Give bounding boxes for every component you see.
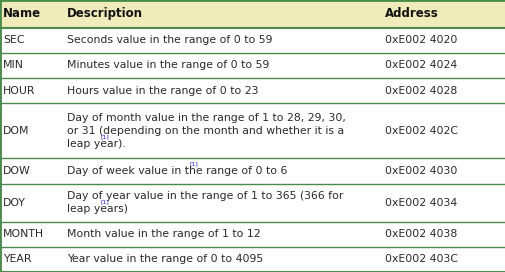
Text: 0xE002 403C: 0xE002 403C bbox=[384, 254, 457, 264]
Text: Day of year value in the range of 1 to 365 (366 for: Day of year value in the range of 1 to 3… bbox=[67, 191, 342, 201]
Text: [1]: [1] bbox=[189, 161, 197, 166]
Text: 0xE002 4034: 0xE002 4034 bbox=[384, 197, 456, 208]
Text: YEAR: YEAR bbox=[3, 254, 31, 264]
Bar bbox=[0, 247, 505, 272]
Text: 0xE002 4038: 0xE002 4038 bbox=[384, 229, 456, 239]
Text: MONTH: MONTH bbox=[3, 229, 44, 239]
Text: or 31 (depending on the month and whether it is a: or 31 (depending on the month and whethe… bbox=[67, 126, 343, 136]
Bar bbox=[0, 184, 505, 221]
Text: Hours value in the range of 0 to 23: Hours value in the range of 0 to 23 bbox=[67, 86, 258, 96]
Bar bbox=[0, 221, 505, 247]
Text: 0xE002 4020: 0xE002 4020 bbox=[384, 35, 456, 45]
Text: leap years): leap years) bbox=[67, 204, 128, 214]
Text: Day of month value in the range of 1 to 28, 29, 30,: Day of month value in the range of 1 to … bbox=[67, 113, 345, 123]
Text: MIN: MIN bbox=[3, 60, 24, 70]
Text: Name: Name bbox=[3, 7, 41, 20]
Text: leap year).: leap year). bbox=[67, 139, 125, 149]
Text: SEC: SEC bbox=[3, 35, 24, 45]
Text: 0xE002 402C: 0xE002 402C bbox=[384, 126, 457, 136]
Text: Month value in the range of 1 to 12: Month value in the range of 1 to 12 bbox=[67, 229, 260, 239]
Text: [1]: [1] bbox=[100, 199, 109, 204]
Text: 0xE002 4028: 0xE002 4028 bbox=[384, 86, 456, 96]
Text: 0xE002 4030: 0xE002 4030 bbox=[384, 166, 456, 176]
Text: Description: Description bbox=[67, 7, 142, 20]
Text: DOY: DOY bbox=[3, 197, 26, 208]
Text: Address: Address bbox=[384, 7, 437, 20]
Bar bbox=[0, 53, 505, 78]
Bar bbox=[0, 27, 505, 53]
Text: 0xE002 4024: 0xE002 4024 bbox=[384, 60, 456, 70]
Text: Day of week value in the range of 0 to 6: Day of week value in the range of 0 to 6 bbox=[67, 166, 287, 176]
Text: HOUR: HOUR bbox=[3, 86, 35, 96]
Text: DOM: DOM bbox=[3, 126, 29, 136]
Text: Minutes value in the range of 0 to 59: Minutes value in the range of 0 to 59 bbox=[67, 60, 269, 70]
Bar bbox=[0, 0, 505, 27]
Bar bbox=[0, 158, 505, 184]
Text: Seconds value in the range of 0 to 59: Seconds value in the range of 0 to 59 bbox=[67, 35, 272, 45]
Text: Year value in the range of 0 to 4095: Year value in the range of 0 to 4095 bbox=[67, 254, 263, 264]
Text: [1]: [1] bbox=[100, 134, 109, 139]
Text: DOW: DOW bbox=[3, 166, 31, 176]
Bar bbox=[0, 78, 505, 103]
Bar bbox=[0, 103, 505, 158]
